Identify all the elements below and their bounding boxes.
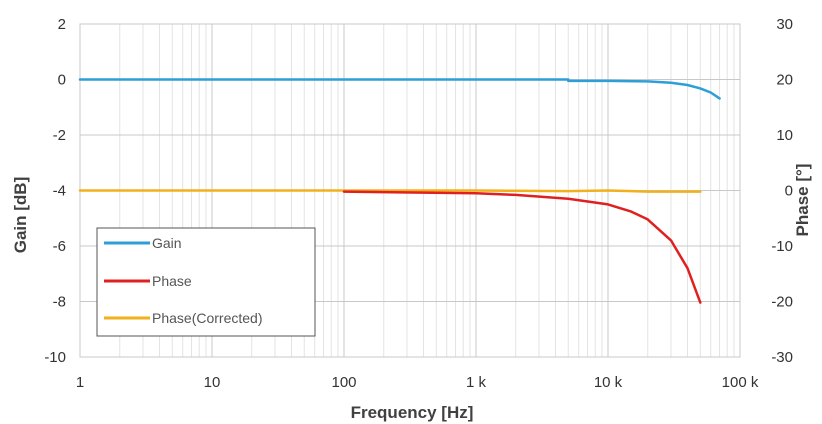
y-tick-label: -4 xyxy=(53,183,66,200)
y2-tick-label: -30 xyxy=(771,349,793,366)
legend-label-phase-corrected: Phase(Corrected) xyxy=(152,310,263,326)
legend: Gain Phase Phase(Corrected) xyxy=(96,227,316,337)
x-tick-label: 1 k xyxy=(466,374,487,391)
series-layer xyxy=(78,78,721,304)
y-tick-label: 0 xyxy=(58,72,66,89)
x-tick-label: 1 xyxy=(76,374,84,391)
x-tick-label: 10 k xyxy=(594,374,623,391)
y-tick-label: -10 xyxy=(44,349,66,366)
y-tick-label: 2 xyxy=(58,16,66,33)
y2-tick-label: -20 xyxy=(771,294,793,311)
y-axis-title: Gain [dB] xyxy=(11,177,30,254)
y2-tick-label: 0 xyxy=(785,183,793,200)
series-line-phase xyxy=(342,190,702,304)
y-tick-label: -2 xyxy=(53,127,66,144)
y2-tick-label: 20 xyxy=(776,72,793,89)
x-tick-label: 100 k xyxy=(722,374,759,391)
y2-axis-title: Phase [°] xyxy=(793,164,812,237)
legend-label-gain: Gain xyxy=(152,235,182,251)
y-axis-tick-labels: 2 0 -2 -4 -6 -8 -10 xyxy=(44,16,66,366)
y2-tick-label: -10 xyxy=(771,238,793,255)
legend-label-phase: Phase xyxy=(152,273,192,289)
x-axis-title: Frequency [Hz] xyxy=(351,403,474,422)
y-tick-label: -6 xyxy=(53,238,66,255)
y2-tick-label: 10 xyxy=(776,127,793,144)
y2-tick-label: 30 xyxy=(776,16,793,33)
y-tick-label: -8 xyxy=(53,294,66,311)
x-tick-label: 100 xyxy=(331,374,356,391)
x-tick-label: 10 xyxy=(204,374,221,391)
y2-axis-tick-labels: 30 20 10 0 -10 -20 -30 xyxy=(771,16,793,366)
series-line-phase-corrected xyxy=(78,189,702,193)
series-line-gain xyxy=(78,78,721,100)
x-axis-tick-labels: 1 10 100 1 k 10 k 100 k xyxy=(76,374,759,391)
